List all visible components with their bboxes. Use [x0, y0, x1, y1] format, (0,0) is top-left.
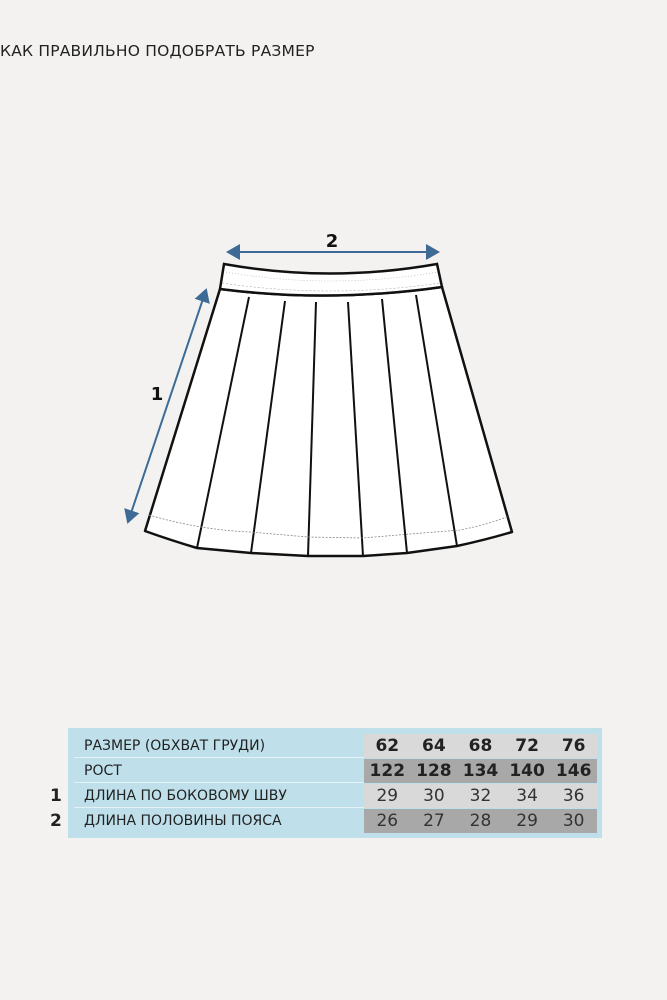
- length-label: 1: [151, 384, 164, 405]
- waist-label: 2: [326, 231, 339, 252]
- cell: 140: [509, 761, 545, 781]
- cell: 122: [369, 761, 406, 781]
- cell: 29: [516, 811, 538, 831]
- cell: 30: [562, 811, 585, 831]
- cell: 76: [561, 736, 586, 756]
- cell: 32: [469, 786, 492, 806]
- length-arrow: [124, 288, 210, 524]
- waistband-ribbing: [221, 271, 441, 292]
- row-marker-2: 2: [50, 811, 62, 831]
- cell: 146: [555, 761, 592, 781]
- cell: 28: [469, 811, 492, 831]
- row-marker-1: 1: [50, 786, 62, 806]
- row-label: ДЛИНА ПОЛОВИНЫ ПОЯСА: [84, 813, 282, 829]
- cell: 134: [462, 761, 499, 781]
- row-label: РАЗМЕР (ОБХВАТ ГРУДИ): [74, 734, 364, 758]
- row-label: РОСТ: [74, 759, 364, 783]
- cell: 27: [423, 811, 445, 831]
- waistband: [218, 262, 444, 297]
- cell: 128: [416, 761, 452, 781]
- cell: 30: [423, 786, 445, 806]
- table-row-half-waist: ДЛИНА ПОЛОВИНЫ ПОЯСА 26 27 28 29 30: [74, 809, 597, 833]
- page-title: КАК ПРАВИЛЬНО ПОДОБРАТЬ РАЗМЕР: [0, 42, 315, 60]
- size-table: РАЗМЕР (ОБХВАТ ГРУДИ) 62 64 68 72 76 РОС…: [68, 728, 602, 838]
- cell: 72: [515, 736, 539, 756]
- skirt-body: [143, 285, 514, 558]
- cell: 62: [375, 736, 400, 756]
- cell: 36: [562, 786, 585, 806]
- table-row-height: РОСТ 122 128 134 140 146: [74, 759, 597, 783]
- table-row-side-length: ДЛИНА ПО БОКОВОМУ ШВУ 29 30 32 34 36: [74, 784, 597, 808]
- skirt-diagram: 2 1: [124, 231, 514, 558]
- cell: 29: [376, 786, 399, 806]
- cell: 34: [516, 786, 538, 806]
- cell: 26: [376, 811, 399, 831]
- row-label: ДЛИНА ПО БОКОВОМУ ШВУ: [74, 784, 364, 808]
- cell: 64: [422, 736, 446, 756]
- table-row-size: РАЗМЕР (ОБХВАТ ГРУДИ) 62 64 68 72 76: [74, 734, 597, 758]
- cell: 68: [468, 736, 493, 756]
